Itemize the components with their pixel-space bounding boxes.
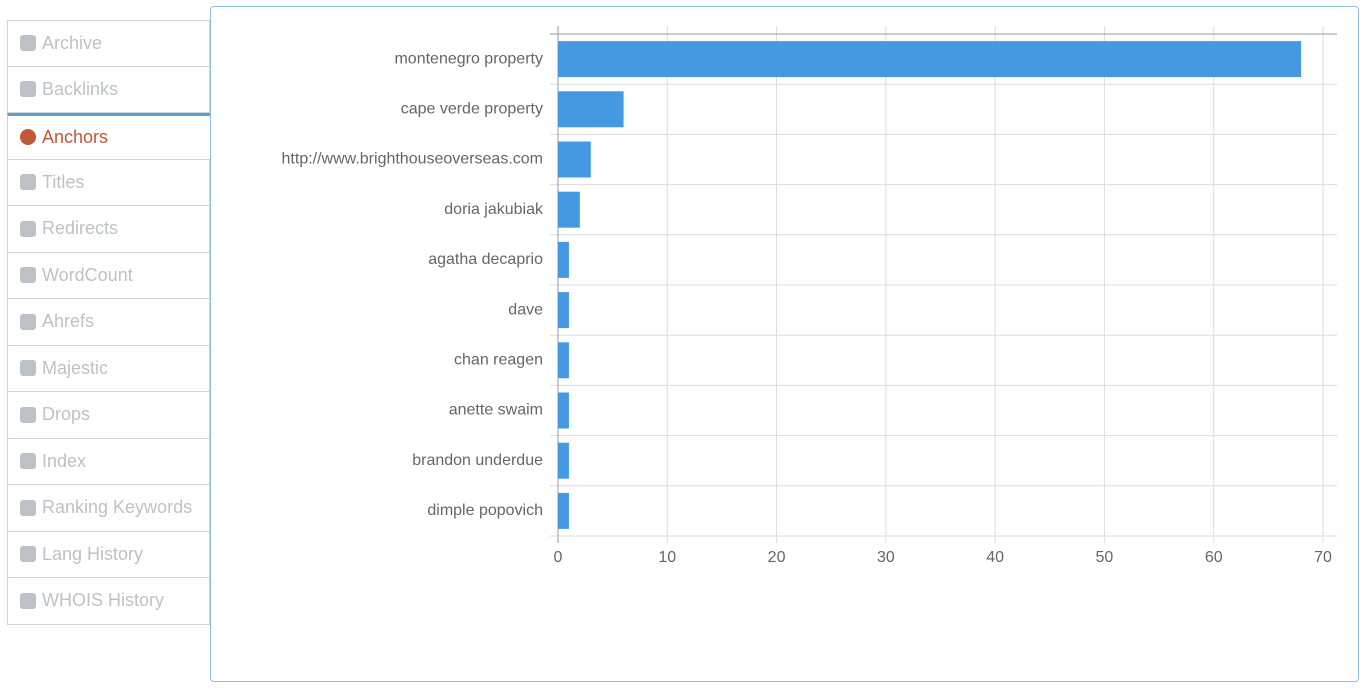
y-tick-label: cape verde property xyxy=(401,101,543,118)
nav-label: Majestic xyxy=(42,357,109,378)
x-tick-label: 30 xyxy=(877,549,895,566)
nav-label: Ahrefs xyxy=(42,311,95,332)
nav-item[interactable]: Drops xyxy=(7,392,210,439)
x-tick-label: 70 xyxy=(1314,549,1332,566)
bar xyxy=(558,91,624,128)
nav-item[interactable]: Ahrefs xyxy=(7,299,210,346)
nav-icon xyxy=(20,174,36,191)
nav-label: Backlinks xyxy=(42,78,119,99)
nav-label: Index xyxy=(42,450,87,471)
nav-label: Titles xyxy=(42,171,85,192)
y-tick-label: brandon underdue xyxy=(412,452,543,469)
y-tick-label: anette swaim xyxy=(449,402,543,419)
bar xyxy=(558,492,569,529)
nav-item[interactable]: Redirects xyxy=(7,206,210,253)
bar xyxy=(558,292,569,329)
nav-icon xyxy=(20,453,36,470)
chart-panel xyxy=(210,6,1359,682)
nav-item[interactable]: Titles xyxy=(7,159,210,206)
nav-item[interactable]: Anchors xyxy=(7,113,210,160)
y-tick-label: dimple popovich xyxy=(427,502,543,519)
nav-icon xyxy=(20,81,36,98)
nav-item[interactable]: WHOIS History xyxy=(7,578,210,625)
nav-icon xyxy=(20,592,36,609)
x-tick-label: 10 xyxy=(658,549,676,566)
nav-item[interactable]: Ranking Keywords xyxy=(7,485,210,532)
y-tick-label: doria jakubiak xyxy=(444,201,544,218)
nav-icon xyxy=(20,35,36,52)
nav-label: Lang History xyxy=(42,543,144,564)
x-tick-label: 0 xyxy=(554,549,563,566)
bar xyxy=(558,191,580,228)
nav-item[interactable]: Backlinks xyxy=(7,66,210,113)
bar xyxy=(558,241,569,278)
nav-item[interactable]: WordCount xyxy=(7,252,210,299)
nav-icon xyxy=(20,313,36,330)
bar xyxy=(558,392,569,429)
nav-label: WordCount xyxy=(42,264,133,285)
nav-label: Drops xyxy=(42,404,91,425)
nav-icon xyxy=(20,499,36,516)
nav-item[interactable]: Index xyxy=(7,438,210,485)
y-tick-label: montenegro property xyxy=(394,50,543,67)
nav-icon xyxy=(20,220,36,237)
bar xyxy=(558,342,569,379)
nav-item[interactable]: Lang History xyxy=(7,531,210,578)
nav-icon xyxy=(20,406,36,423)
x-tick-label: 50 xyxy=(1096,549,1114,566)
sidebar: Archive Backlinks Anchors Titles Redirects Wo… xyxy=(7,20,210,625)
nav-item[interactable]: Archive xyxy=(7,20,210,67)
bar xyxy=(558,41,1302,78)
y-tick-label: http://www.brighthouseoverseas.com xyxy=(282,151,543,168)
nav-label: Anchors xyxy=(42,126,109,147)
nav-label: Ranking Keywords xyxy=(42,497,193,518)
y-tick-label: chan reagen xyxy=(454,352,543,369)
nav-label: Archive xyxy=(42,32,103,53)
nav-icon xyxy=(20,360,36,377)
x-tick-label: 40 xyxy=(986,549,1004,566)
nav-label: WHOIS History xyxy=(42,590,165,611)
nav-icon xyxy=(20,546,36,563)
nav-icon xyxy=(20,129,36,146)
bar xyxy=(558,141,591,178)
x-tick-label: 20 xyxy=(768,549,786,566)
x-tick-label: 60 xyxy=(1205,549,1223,566)
bar xyxy=(558,442,569,479)
nav-item[interactable]: Majestic xyxy=(7,345,210,392)
y-tick-label: dave xyxy=(508,301,543,318)
nav-icon xyxy=(20,267,36,284)
y-tick-label: agatha decaprio xyxy=(428,251,543,268)
nav-label: Redirects xyxy=(42,218,119,239)
